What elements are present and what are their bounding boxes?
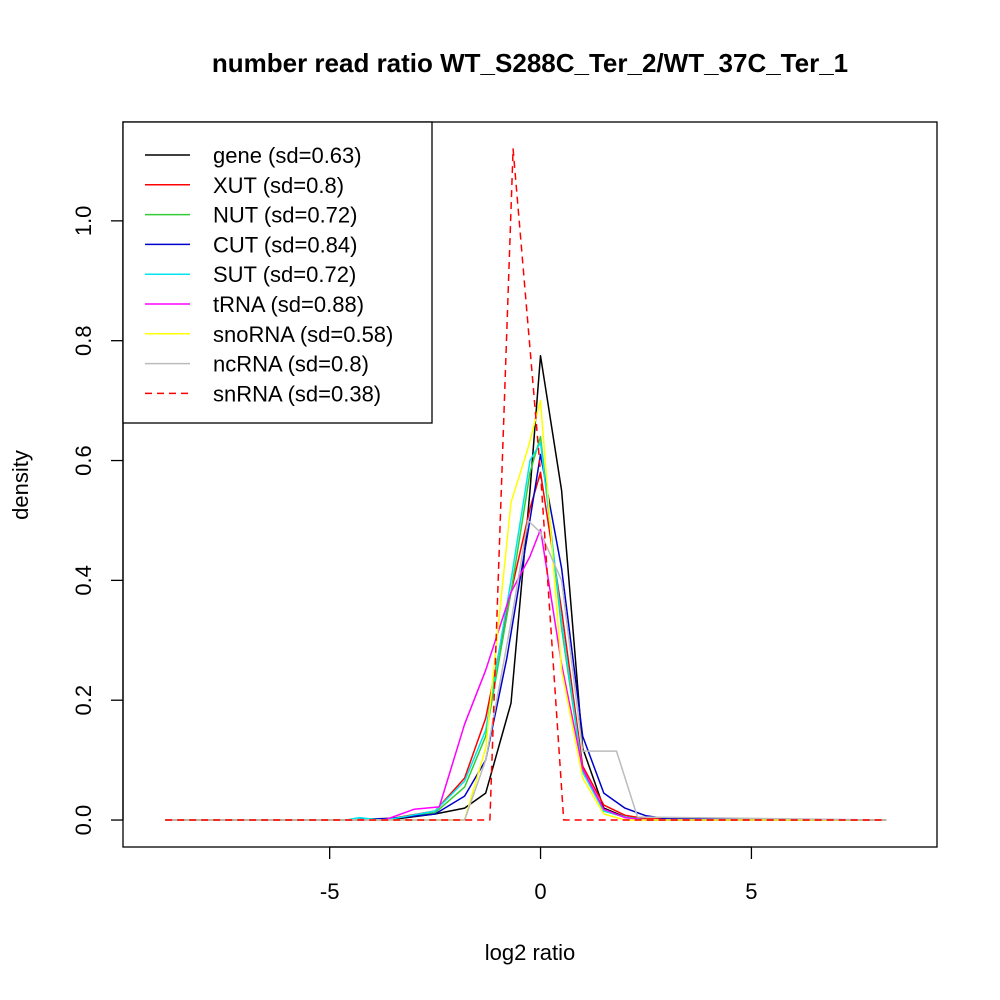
legend-label: snRNA (sd=0.38) (213, 381, 381, 406)
y-axis: 0.0 0.2 0.4 0.6 0.8 1.0 (71, 206, 124, 836)
legend-label: CUT (sd=0.84) (213, 232, 357, 257)
y-tick-label: 0.2 (71, 685, 96, 716)
series-layer (165, 148, 887, 821)
series-line-sut (165, 441, 887, 821)
series-line-trna (165, 528, 887, 821)
series-line-ncrna (165, 519, 887, 821)
x-axis-label: log2 ratio (485, 940, 576, 965)
y-axis-label: density (8, 450, 33, 520)
series-line-snrna (165, 148, 887, 821)
legend-box (122, 121, 433, 424)
x-tick-label: -5 (320, 879, 340, 904)
legend-label: SUT (sd=0.72) (213, 262, 356, 287)
x-axis: -5 0 5 (320, 846, 758, 904)
series-line-snorna (165, 399, 887, 821)
legend-label: XUT (sd=0.8) (213, 173, 344, 198)
y-tick-label: 0.0 (71, 805, 96, 836)
legend-label: ncRNA (sd=0.8) (213, 352, 369, 377)
y-tick-label: 0.4 (71, 565, 96, 596)
legend-label: snoRNA (sd=0.58) (213, 322, 393, 347)
y-tick-label: 0.8 (71, 325, 96, 356)
y-tick-label: 1.0 (71, 206, 96, 237)
legend: gene (sd=0.63) XUT (sd=0.8) NUT (sd=0.72) C… (122, 121, 433, 424)
x-tick-label: 0 (534, 879, 546, 904)
legend-label: NUT (sd=0.72) (213, 203, 357, 228)
legend-label: gene (sd=0.63) (213, 143, 362, 168)
y-tick-label: 0.6 (71, 445, 96, 476)
chart-title: number read ratio WT_S288C_Ter_2/WT_37C_… (212, 48, 848, 78)
legend-label: tRNA (sd=0.88) (213, 292, 364, 317)
x-tick-label: 5 (745, 879, 757, 904)
